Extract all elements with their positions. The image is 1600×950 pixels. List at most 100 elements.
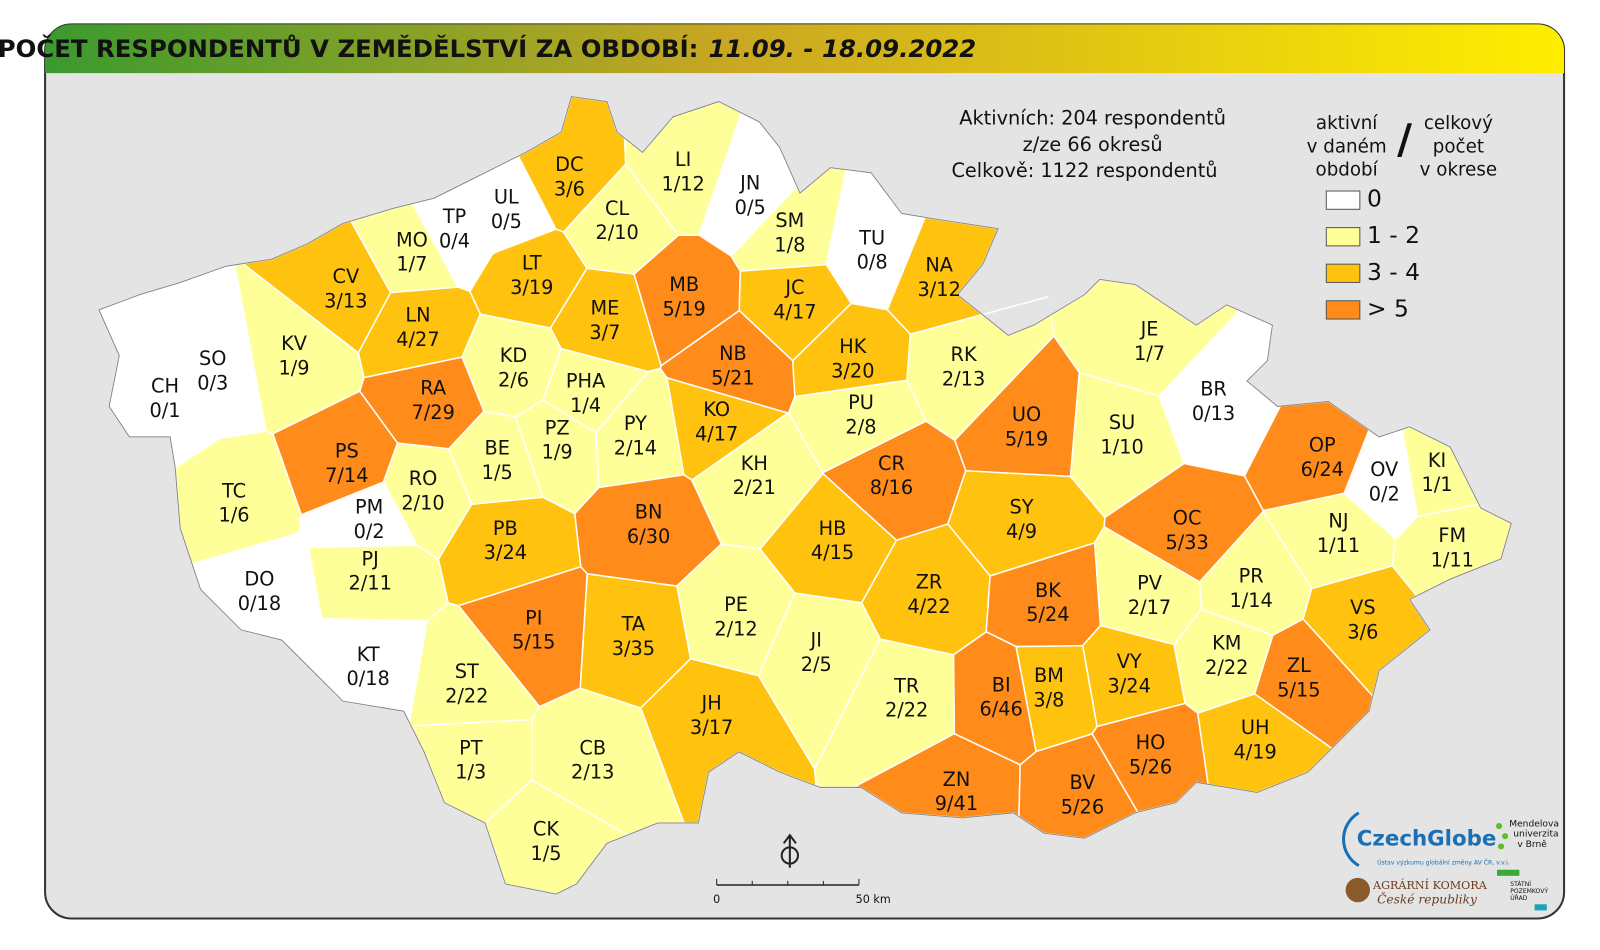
district-code: HB bbox=[819, 517, 847, 540]
district-ratio: 2/12 bbox=[714, 617, 757, 640]
district-code: PE bbox=[724, 593, 748, 616]
stat-line: Aktivních: 204 respondentů bbox=[959, 106, 1226, 129]
district-code: PM bbox=[355, 496, 383, 519]
district-ratio: 1/9 bbox=[278, 356, 309, 379]
legend-swatch bbox=[1325, 263, 1361, 283]
district-code: JC bbox=[784, 276, 804, 299]
logo-text: univerzita bbox=[1513, 830, 1558, 840]
district-ratio: 2/13 bbox=[571, 761, 614, 784]
district-code: HO bbox=[1136, 731, 1166, 754]
district-code: BR bbox=[1200, 378, 1227, 401]
legend-label: > 5 bbox=[1367, 294, 1409, 322]
district-code: UO bbox=[1012, 403, 1041, 426]
district-ratio: 4/22 bbox=[907, 595, 950, 618]
district-ratio: 4/15 bbox=[811, 541, 854, 564]
district-code: TC bbox=[221, 479, 246, 502]
district-ratio: 2/22 bbox=[445, 685, 488, 708]
district-ratio: 3/24 bbox=[484, 541, 527, 564]
district-ratio: 2/22 bbox=[885, 699, 928, 722]
district-ratio: 0/18 bbox=[347, 667, 390, 690]
district-code: NB bbox=[719, 342, 747, 365]
district-code: SM bbox=[775, 209, 804, 232]
district-ratio: 3/20 bbox=[831, 359, 874, 382]
district-code: RA bbox=[420, 377, 447, 400]
district-code: KM bbox=[1212, 632, 1241, 655]
district-code: ZL bbox=[1287, 654, 1311, 677]
district-ratio: 3/6 bbox=[1347, 620, 1378, 643]
district-ratio: 3/17 bbox=[690, 716, 733, 739]
district-code: LN bbox=[405, 303, 430, 326]
district-ratio: 2/22 bbox=[1205, 656, 1248, 679]
district-ratio: 2/10 bbox=[595, 221, 638, 244]
district-code: BI bbox=[992, 673, 1011, 696]
district-ratio: 7/29 bbox=[412, 401, 455, 424]
district-code: BN bbox=[635, 501, 663, 524]
district-ratio: 5/26 bbox=[1061, 795, 1104, 818]
district-code: KH bbox=[741, 452, 768, 475]
district-ratio: 1/3 bbox=[455, 761, 486, 784]
district-ratio: 4/19 bbox=[1234, 740, 1277, 763]
district-code: RO bbox=[409, 467, 438, 490]
district-ratio: 5/24 bbox=[1026, 603, 1069, 626]
district-ratio: 1/1 bbox=[1422, 473, 1453, 496]
district-ratio: 6/24 bbox=[1301, 458, 1344, 481]
district-ratio: 5/15 bbox=[1277, 678, 1320, 701]
logos: CzechGlobe Ústav výzkumu globální změny … bbox=[1342, 811, 1559, 911]
district-code: PY bbox=[624, 412, 647, 435]
district-ratio: 4/17 bbox=[773, 300, 816, 323]
district-code: MO bbox=[396, 228, 428, 251]
district-ratio: 0/18 bbox=[238, 592, 281, 615]
district-code: VY bbox=[1117, 650, 1142, 673]
legend-swatch bbox=[1325, 190, 1361, 210]
legend-swatch bbox=[1325, 300, 1361, 320]
district-ratio: 1/7 bbox=[396, 253, 427, 276]
district-code: TP bbox=[442, 205, 466, 228]
district-ratio: 2/17 bbox=[1128, 596, 1171, 619]
logo-text: POZEMKOVÝ bbox=[1510, 886, 1548, 895]
district-ratio: 0/4 bbox=[439, 229, 470, 252]
district-ratio: 3/35 bbox=[612, 637, 655, 660]
district-code: KT bbox=[357, 643, 380, 666]
district-code: JI bbox=[810, 629, 822, 652]
district-ratio: 6/46 bbox=[980, 698, 1023, 721]
districts bbox=[97, 95, 1513, 895]
district-code: CR bbox=[878, 452, 905, 475]
logo-text: Ústav výzkumu globální změny AV ČR, v.v.… bbox=[1377, 858, 1510, 867]
district-ratio: 4/9 bbox=[1006, 520, 1037, 543]
district-code: SY bbox=[1009, 496, 1033, 519]
district-ratio: 0/13 bbox=[1192, 402, 1235, 425]
district-code: BK bbox=[1035, 579, 1062, 602]
logo-text: České republiky bbox=[1377, 891, 1478, 907]
scale-label: 0 bbox=[713, 893, 720, 906]
district-code: ZN bbox=[943, 768, 971, 791]
district-ratio: 1/9 bbox=[542, 441, 573, 464]
district-code: PI bbox=[525, 606, 542, 629]
district-ratio: 0/2 bbox=[1369, 482, 1400, 505]
district-code: UL bbox=[494, 186, 519, 209]
period: 11.09. - 18.09.2022 bbox=[709, 34, 977, 63]
district-code: PZ bbox=[545, 416, 570, 439]
district-ratio: 7/14 bbox=[325, 464, 368, 487]
legend-heading: období bbox=[1316, 160, 1379, 181]
logo-text: Mendelova bbox=[1509, 820, 1559, 830]
district-ratio: 2/10 bbox=[401, 491, 444, 514]
district-code: OP bbox=[1309, 434, 1336, 457]
legend-slash: / bbox=[1397, 115, 1412, 163]
district-code: KI bbox=[1428, 449, 1446, 472]
district-ratio: 3/24 bbox=[1108, 674, 1151, 697]
logo-text: CzechGlobe bbox=[1357, 826, 1497, 851]
district-code: HK bbox=[839, 335, 868, 358]
district-ratio: 3/13 bbox=[324, 289, 367, 312]
district-code: SU bbox=[1109, 411, 1135, 434]
district-code: CB bbox=[579, 736, 606, 759]
district-code: CL bbox=[605, 197, 629, 220]
district-code: PV bbox=[1137, 572, 1163, 595]
district-code: SO bbox=[199, 347, 226, 370]
logo-text: AGRÁRNÍ KOMORA bbox=[1372, 878, 1488, 892]
district-ratio: 0/5 bbox=[735, 196, 766, 219]
district-code: RK bbox=[951, 343, 978, 366]
district-ratio: 3/12 bbox=[918, 278, 961, 301]
district-code: OV bbox=[1370, 458, 1399, 481]
district-ratio: 6/30 bbox=[627, 525, 670, 548]
